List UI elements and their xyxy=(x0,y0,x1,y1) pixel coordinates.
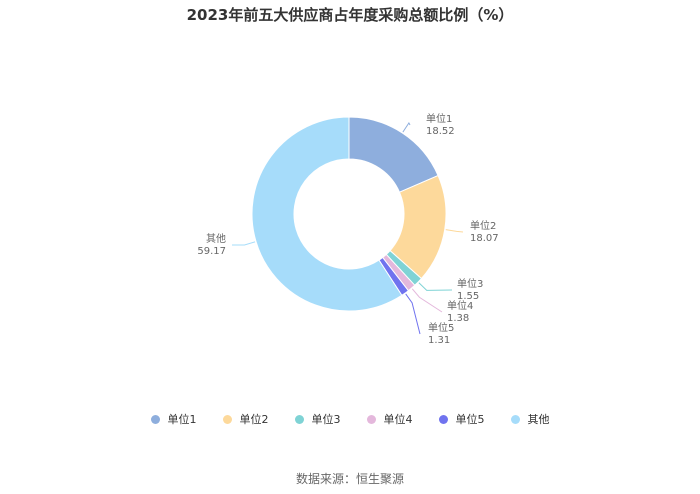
legend-swatch xyxy=(150,414,160,424)
slice-label-value: 1.31 xyxy=(428,335,450,346)
donut-slices xyxy=(251,116,447,312)
slice-其他[interactable] xyxy=(251,116,403,312)
slice-label-value: 1.55 xyxy=(457,291,479,302)
chart-legend: 单位1 单位2 单位3 单位4 单位5 其他 xyxy=(0,411,700,427)
slice-label-name: 单位5 xyxy=(428,321,454,334)
legend-item[interactable]: 单位2 xyxy=(222,411,269,427)
leader-line-其他 xyxy=(231,241,256,246)
slice-label-value: 18.52 xyxy=(426,126,455,137)
legend-label: 单位1 xyxy=(167,413,197,426)
legend-swatch xyxy=(294,414,304,424)
legend-item[interactable]: 单位3 xyxy=(294,411,341,427)
legend-label: 单位3 xyxy=(311,413,341,426)
legend-label: 单位4 xyxy=(383,413,413,426)
leader-line-单位2 xyxy=(445,229,464,233)
leader-line-单位4 xyxy=(411,288,443,313)
leader-line-单位1 xyxy=(402,121,411,133)
legend-item[interactable]: 其他 xyxy=(510,411,550,427)
slice-label-name: 单位4 xyxy=(447,299,473,312)
legend-swatch xyxy=(222,414,232,424)
leader-lines xyxy=(231,121,464,335)
slice-label-name: 单位2 xyxy=(470,219,496,232)
legend-item[interactable]: 单位1 xyxy=(150,411,197,427)
slice-label-name: 单位3 xyxy=(457,277,483,290)
legend-label: 单位2 xyxy=(239,413,269,426)
leader-line-单位5 xyxy=(405,293,421,335)
data-source: 数据来源：恒生聚源 xyxy=(295,472,404,486)
slice-label-value: 1.38 xyxy=(447,313,469,324)
slice-label-value: 59.17 xyxy=(197,246,226,257)
legend-item[interactable]: 单位5 xyxy=(438,411,485,427)
chart-title: 2023年前五大供应商占年度采购总额比例（%） xyxy=(186,6,514,24)
slice-label-name: 其他 xyxy=(206,232,226,245)
legend-item[interactable]: 单位4 xyxy=(366,411,413,427)
leader-line-单位3 xyxy=(418,282,453,291)
legend-swatch xyxy=(438,414,448,424)
legend-label: 单位5 xyxy=(455,413,485,426)
slice-label-value: 18.07 xyxy=(470,233,499,244)
legend-swatch xyxy=(366,414,376,424)
legend-label: 其他 xyxy=(527,413,550,426)
legend-swatch xyxy=(510,414,520,424)
slice-label-name: 单位1 xyxy=(426,112,452,125)
